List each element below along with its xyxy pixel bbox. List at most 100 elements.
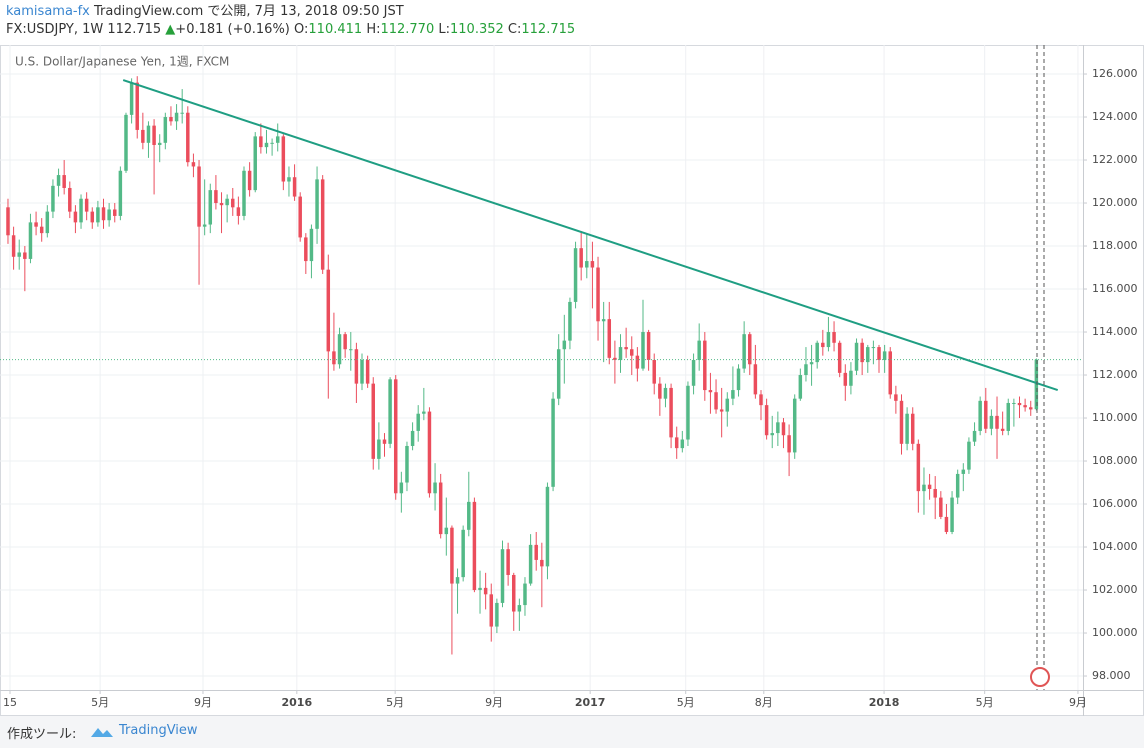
candle-body: [450, 527, 454, 584]
candle-body: [573, 248, 578, 302]
candle-body: [287, 177, 291, 182]
candle-body: [259, 136, 263, 148]
candle-body: [826, 332, 831, 348]
candle-body: [601, 319, 606, 322]
candle-body: [281, 136, 286, 182]
candle-body: [624, 347, 628, 350]
y-tick-label: 106.000: [1092, 497, 1138, 510]
candle-body: [809, 362, 814, 365]
candle-body: [894, 394, 898, 401]
candle-body: [669, 387, 673, 438]
candle-body: [719, 409, 724, 412]
candle-body: [635, 355, 640, 369]
candle-body: [180, 112, 184, 114]
candle-body: [354, 349, 359, 384]
candle-body: [944, 516, 949, 532]
candle-body: [596, 267, 600, 322]
candle-body: [882, 351, 887, 360]
candle-body: [658, 383, 662, 399]
candle-body: [393, 379, 398, 494]
candle-body: [511, 574, 516, 612]
ohlc-key: L:: [438, 22, 450, 37]
candle-body: [377, 439, 381, 459]
candle-body: [770, 433, 774, 436]
candle-body: [427, 411, 432, 494]
candle-body: [950, 497, 954, 532]
x-tick-label: 5月: [91, 696, 109, 709]
candle-body: [320, 179, 325, 270]
candle-body: [1017, 402, 1022, 406]
candle-body: [776, 422, 780, 434]
candle-body: [1000, 428, 1005, 431]
x-tick-label: 2016: [282, 696, 313, 709]
candle-body: [843, 372, 848, 386]
candle-body: [438, 482, 443, 535]
candle-body: [101, 207, 106, 221]
candle-body: [899, 400, 904, 444]
candle-body: [1023, 405, 1027, 408]
candle-body: [157, 142, 162, 145]
candle-body: [905, 413, 909, 444]
candle-body: [686, 385, 690, 440]
candle-body: [382, 439, 387, 444]
y-tick-label: 122.000: [1092, 153, 1138, 166]
candle-body: [972, 430, 977, 442]
candle-body: [1028, 407, 1033, 410]
candle-body: [910, 413, 915, 444]
trendline: [122, 79, 1059, 392]
event-flag[interactable]: [1030, 667, 1050, 687]
candle-body: [534, 544, 538, 560]
candle-body: [56, 175, 61, 186]
candle-body: [916, 443, 921, 492]
candle-body: [51, 185, 55, 212]
x-tick-label: 2017: [575, 696, 606, 709]
candle-body: [23, 252, 27, 259]
brand[interactable]: TradingView: [119, 723, 198, 738]
candle-body: [821, 342, 825, 348]
plot: [0, 76, 1083, 655]
candle-body: [556, 349, 561, 399]
y-tick-label: 104.000: [1092, 540, 1138, 553]
candle-body: [714, 392, 718, 410]
candle-body: [832, 332, 836, 343]
candle-body: [978, 400, 982, 431]
ohlc-key: O:: [294, 22, 309, 37]
candle-body: [961, 469, 966, 474]
candle-body: [433, 482, 437, 494]
x-tick-label: 5月: [976, 696, 994, 709]
x-tick-label: 8月: [755, 696, 773, 709]
candle-body: [275, 136, 280, 143]
candle-body: [124, 114, 128, 171]
candle-body: [1034, 359, 1039, 410]
candle-body: [332, 351, 336, 365]
candle-body: [17, 252, 21, 257]
footer: 作成ツール: TradingView: [0, 716, 1144, 748]
candle-body: [545, 486, 550, 567]
candle-body: [197, 166, 201, 227]
candle-body: [860, 342, 864, 363]
candle-body: [506, 549, 510, 575]
y-tick-label: 108.000: [1092, 454, 1138, 467]
arrow: ▲: [165, 22, 176, 37]
y-tick-label: 98.000: [1092, 669, 1131, 682]
chart: U.S. Dollar/Japanese Yen, 1週, FXCM 98.00…: [0, 45, 1144, 716]
candle-body: [725, 398, 730, 412]
candle-body: [214, 190, 218, 204]
candle-body: [1012, 402, 1016, 404]
candle-body: [236, 207, 241, 216]
author[interactable]: kamisama-fx: [6, 4, 90, 19]
candle-body: [641, 332, 645, 369]
candle-body: [866, 347, 870, 363]
candle-body: [500, 549, 505, 603]
candle-body: [933, 488, 937, 498]
candle-body: [674, 437, 679, 449]
candle-body: [663, 387, 668, 399]
candle-body: [955, 473, 960, 498]
candle-body: [967, 441, 971, 470]
candle-body: [45, 211, 50, 234]
candle-body: [28, 222, 33, 259]
candle-body: [585, 261, 589, 268]
candle-body: [495, 602, 499, 627]
ohlc-value: 110.411: [308, 22, 363, 37]
